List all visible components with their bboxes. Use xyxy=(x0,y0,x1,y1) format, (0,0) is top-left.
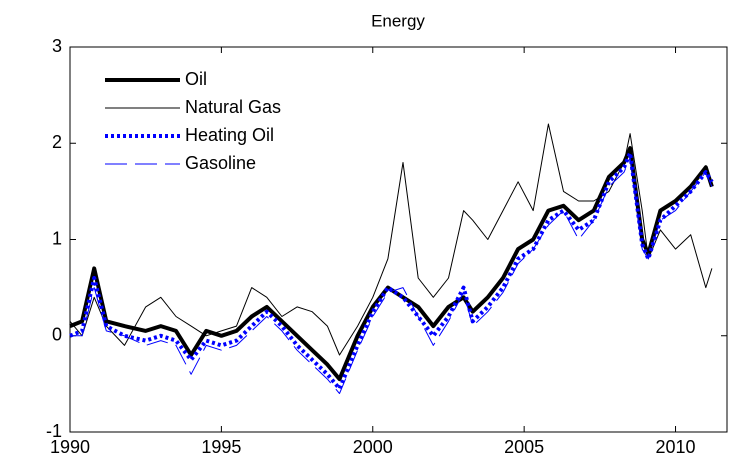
y-tick-label: 0 xyxy=(52,325,62,345)
series-line xyxy=(69,150,714,391)
legend-label: Heating Oil xyxy=(185,125,274,145)
x-tick-label: 2000 xyxy=(353,437,393,457)
legend-label: Oil xyxy=(185,69,207,89)
y-tick-label: 3 xyxy=(52,36,62,56)
series-line xyxy=(69,123,713,356)
series-line xyxy=(69,146,714,382)
chart-title: Energy xyxy=(371,11,425,30)
y-tick-label: -1 xyxy=(46,421,62,441)
x-tick-label: 2010 xyxy=(656,437,696,457)
y-tick-label: 1 xyxy=(52,228,62,248)
plot-frame xyxy=(69,46,728,433)
x-tick-label: 1995 xyxy=(201,437,241,457)
legend-label: Gasoline xyxy=(185,153,256,173)
x-tick-label: 1990 xyxy=(50,437,90,457)
series-line xyxy=(70,157,713,394)
y-tick-label: 2 xyxy=(52,132,62,152)
legend-label: Natural Gas xyxy=(185,97,281,117)
x-tick-label: 2005 xyxy=(504,437,544,457)
